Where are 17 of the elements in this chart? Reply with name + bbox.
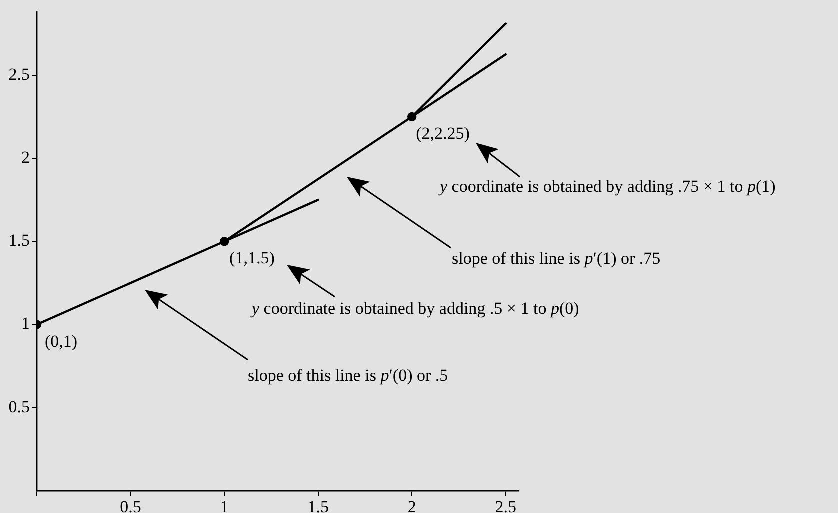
x-tick-label: 1.5 [308, 498, 329, 513]
annotation: y coordinate is obtained by adding .5 × 1 to p(0) [250, 299, 580, 318]
annotation: y coordinate is obtained by adding .75 × 1 to p(1) [438, 177, 776, 196]
annotation: (0,1) [45, 332, 78, 351]
annotation: (2,2.25) [416, 124, 470, 143]
y-tick-label: 2.5 [8, 64, 30, 84]
y-tick-label: 1 [22, 314, 30, 334]
x-tick-label: 2 [408, 498, 416, 513]
y-tick-label: 2 [22, 148, 30, 167]
x-tick-label: 1 [220, 498, 229, 513]
y-tick-label: 1.5 [8, 231, 30, 250]
x-tick-label: 0.5 [120, 498, 142, 513]
x-tick-label: 2.5 [495, 498, 516, 513]
annotation: slope of this line is p′(0) or .5 [248, 366, 448, 385]
annotation: (1,1.5) [230, 248, 275, 268]
y-tick-label: 0.5 [8, 397, 30, 416]
annotation: slope of this line is p′(1) or .75 [452, 249, 661, 268]
